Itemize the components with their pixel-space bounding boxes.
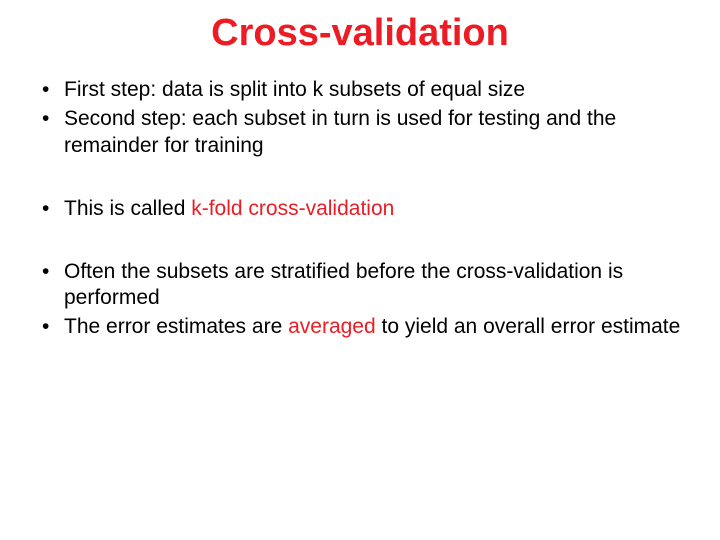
bullet-group-2: This is called k-fold cross-validation [36,196,684,223]
bullet-item: Second step: each subset in turn is used… [36,106,684,160]
bullet-text: This is called [64,197,191,220]
bullet-item: Often the subsets are stratified before … [36,259,684,313]
bullet-item: This is called k-fold cross-validation [36,196,684,223]
bullet-text: to yield an overall error estimate [376,315,681,338]
highlight-text: averaged [288,315,376,338]
bullet-group-1: First step: data is split into k subsets… [36,77,684,160]
bullet-text: data is split into k subsets of equal si… [156,78,525,101]
bullet-lead: Second step: [64,107,187,130]
highlight-text: k-fold cross-validation [191,197,394,220]
spacer [36,162,684,196]
bullet-group-3: Often the subsets are stratified before … [36,259,684,342]
slide-title: Cross-validation [36,12,684,55]
spacer [36,225,684,259]
bullet-text: The error estimates are [64,315,288,338]
slide: Cross-validation First step: data is spl… [0,0,720,540]
bullet-lead: First step: [64,78,156,101]
bullet-item: The error estimates are averaged to yiel… [36,314,684,341]
bullet-text: Often the subsets are stratified before … [64,260,623,310]
bullet-item: First step: data is split into k subsets… [36,77,684,104]
